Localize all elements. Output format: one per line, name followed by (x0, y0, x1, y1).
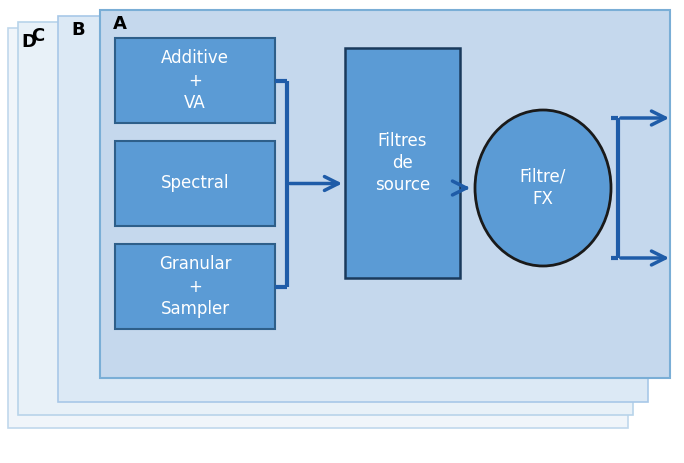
Bar (8, 28, 628, 428)
Text: Filtres
de
source: Filtres de source (375, 132, 430, 194)
Text: Granular
+
Sampler: Granular + Sampler (159, 255, 231, 318)
Ellipse shape (475, 110, 611, 266)
Bar (115, 244, 275, 329)
Bar (115, 38, 275, 123)
Text: B: B (71, 21, 85, 39)
Text: A: A (113, 15, 127, 33)
Bar (18, 22, 633, 415)
Text: Spectral: Spectral (161, 175, 229, 193)
Bar (58, 16, 648, 402)
Text: Filtre/
FX: Filtre/ FX (520, 168, 566, 208)
Bar (115, 141, 275, 226)
Bar (345, 48, 460, 278)
Text: Additive
+
VA: Additive + VA (161, 49, 229, 112)
Bar (100, 10, 670, 378)
Text: D: D (21, 33, 36, 51)
Text: C: C (31, 27, 44, 45)
